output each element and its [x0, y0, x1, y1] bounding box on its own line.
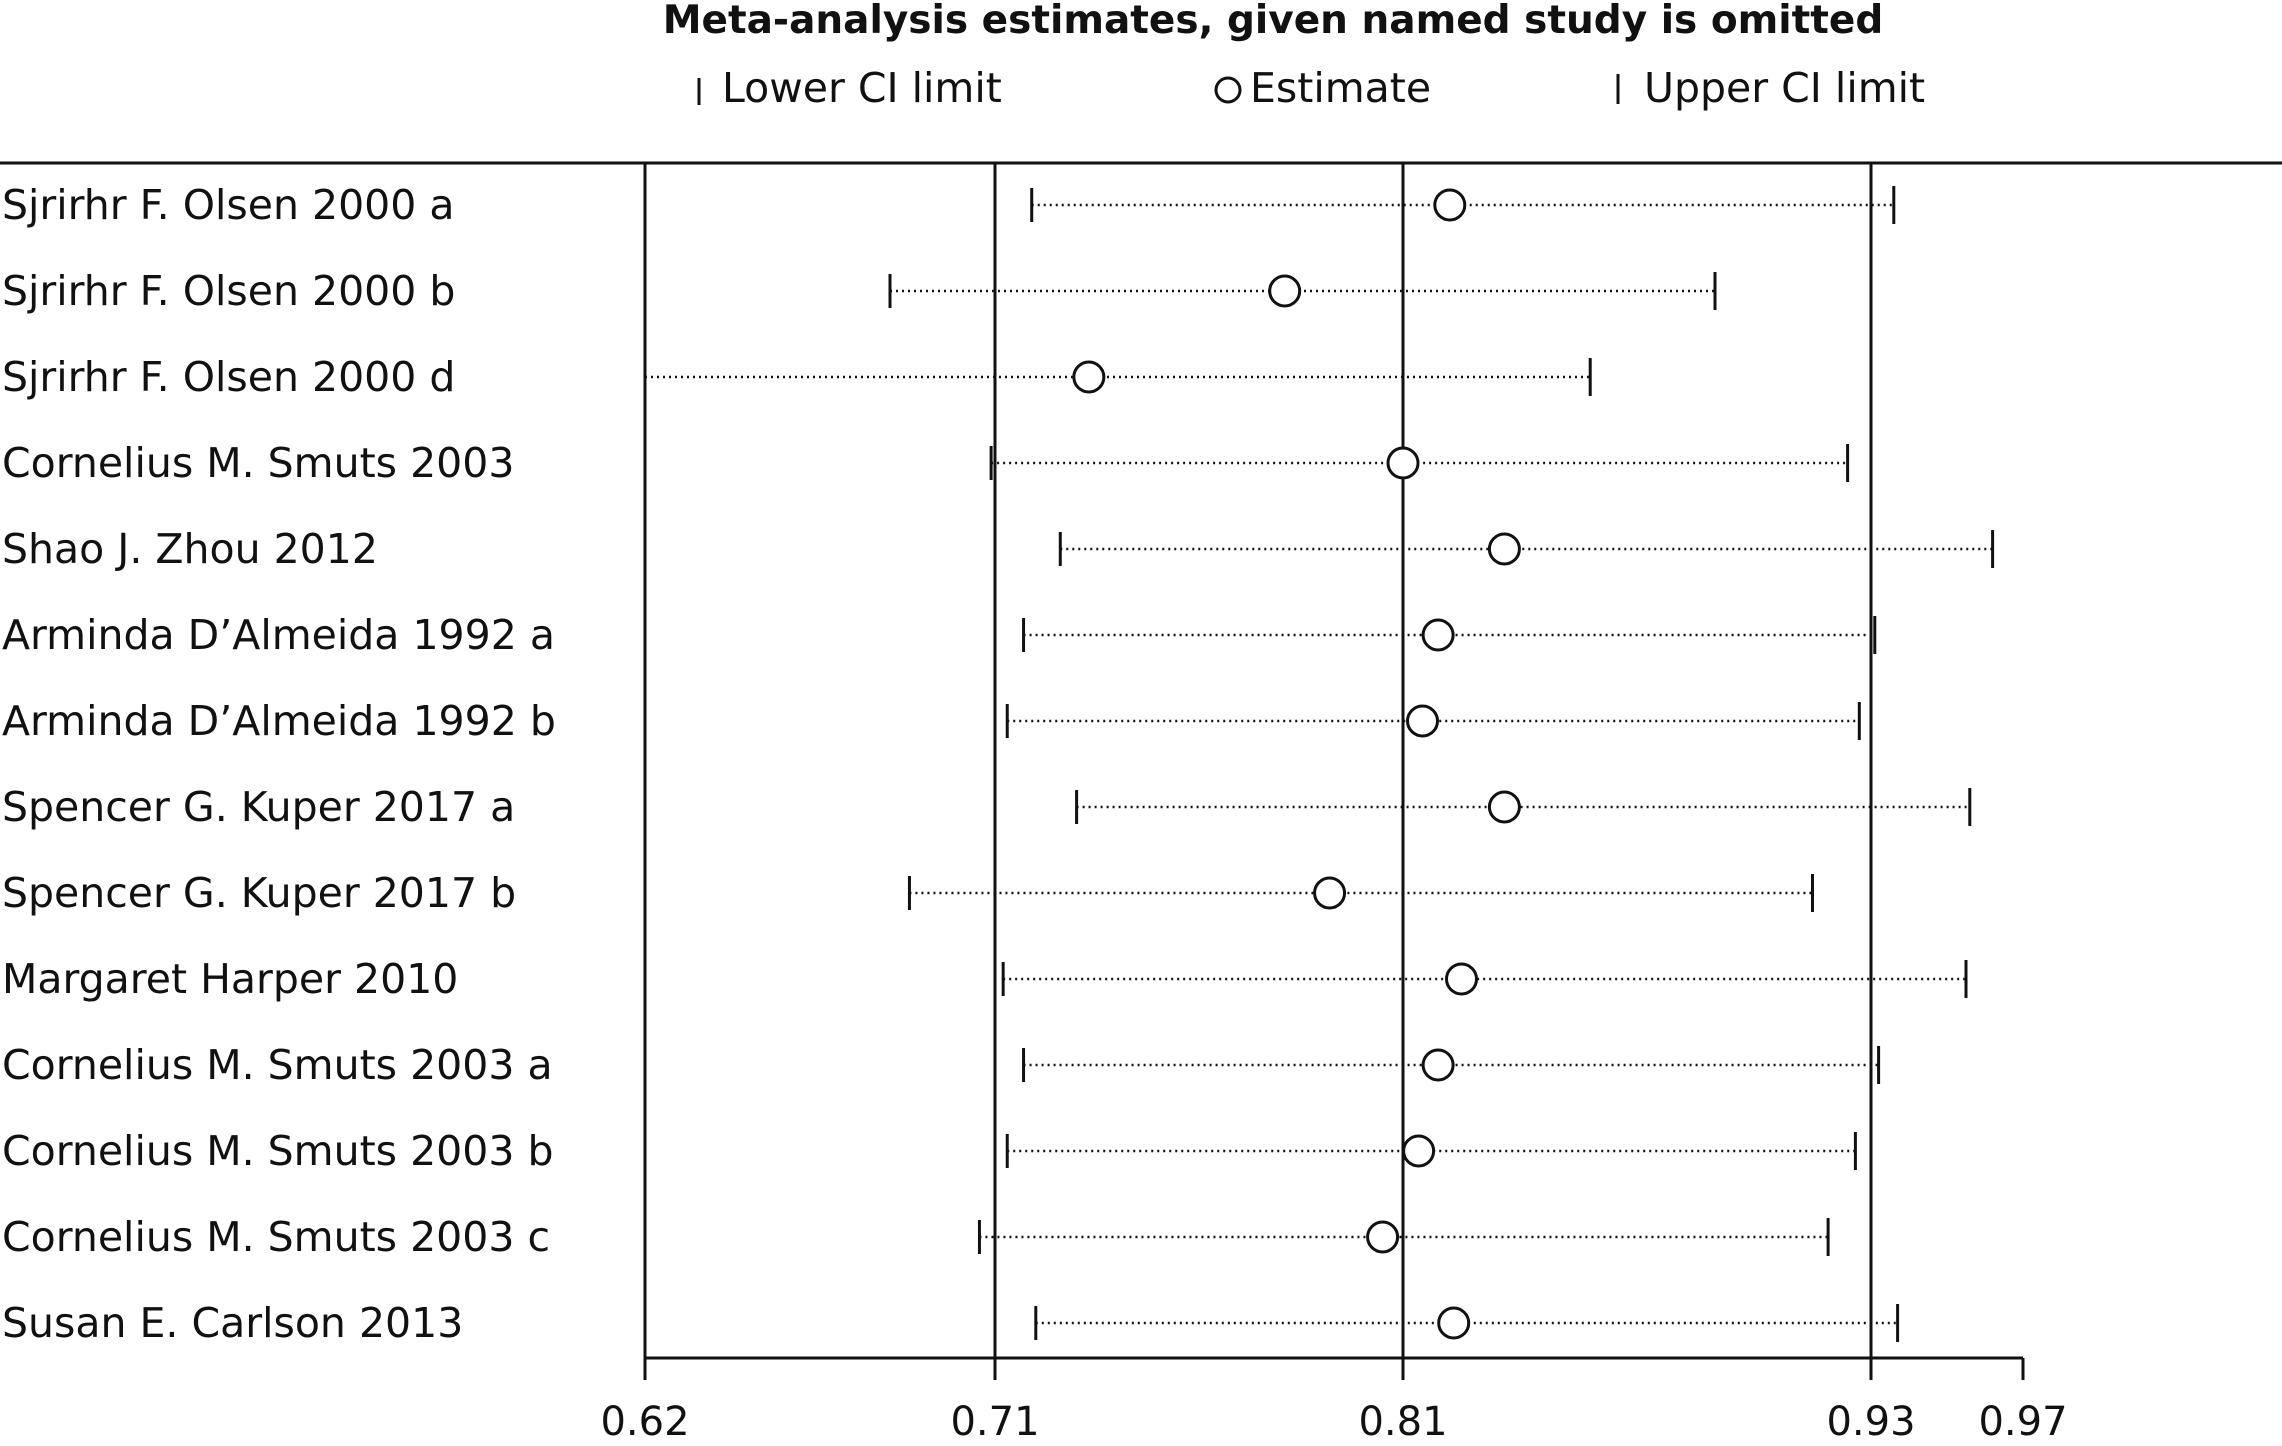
legend: Lower CI limit Estimate Upper CI limit	[697, 64, 1925, 112]
study-label: Margaret Harper 2010	[2, 955, 458, 1003]
study-label: Spencer G. Kuper 2017 a	[2, 783, 515, 831]
study-row: Margaret Harper 2010	[2, 955, 1968, 1003]
study-row: Sjrirhr F. Olsen 2000 d	[2, 353, 1592, 401]
estimate-marker	[1313, 876, 1347, 910]
estimate-marker	[1487, 790, 1521, 824]
chart-title: Meta-analysis estimates, given named stu…	[663, 0, 1884, 43]
study-label: Cornelius M. Smuts 2003	[2, 439, 514, 487]
study-row: Cornelius M. Smuts 2003 a	[2, 1041, 1881, 1089]
study-label: Cornelius M. Smuts 2003 c	[2, 1213, 550, 1261]
study-row: Spencer G. Kuper 2017 a	[2, 783, 1972, 831]
study-row: Arminda D’Almeida 1992 b	[2, 697, 1861, 745]
study-label: Sjrirhr F. Olsen 2000 b	[2, 267, 455, 315]
x-tick-label: 0.81	[1358, 1399, 1447, 1445]
legend-estimate-marker	[1214, 76, 1242, 104]
reference-lines	[643, 163, 1873, 1358]
estimate-marker	[1421, 1048, 1455, 1082]
estimate-marker	[1072, 360, 1106, 394]
legend-upper-label: Upper CI limit	[1644, 64, 1925, 112]
estimate-marker	[1437, 1306, 1471, 1340]
study-rows: Sjrirhr F. Olsen 2000 a Sjrirhr F. Olsen …	[2, 181, 1995, 1347]
study-row: Cornelius M. Smuts 2003	[2, 439, 1850, 487]
study-label: Arminda D’Almeida 1992 b	[2, 697, 556, 745]
estimate-marker	[1402, 1134, 1436, 1168]
x-tick-label: 0.71	[950, 1399, 1039, 1445]
study-label: Cornelius M. Smuts 2003 b	[2, 1127, 553, 1175]
study-label: Shao J. Zhou 2012	[2, 525, 378, 573]
estimate-marker	[1366, 1220, 1400, 1254]
legend-lower-label: Lower CI limit	[722, 64, 1002, 112]
study-row: Cornelius M. Smuts 2003 c	[2, 1213, 1830, 1261]
study-row: Spencer G. Kuper 2017 b	[2, 869, 1814, 917]
study-row: Cornelius M. Smuts 2003 b	[2, 1127, 1857, 1175]
study-row: Shao J. Zhou 2012	[2, 525, 1995, 573]
estimate-marker	[1433, 188, 1467, 222]
study-label: Susan E. Carlson 2013	[2, 1299, 463, 1347]
study-label: Sjrirhr F. Olsen 2000 d	[2, 353, 455, 401]
study-label: Arminda D’Almeida 1992 a	[2, 611, 555, 659]
x-tick-label: 0.62	[600, 1399, 689, 1445]
estimate-marker	[1386, 446, 1420, 480]
estimate-marker	[1487, 532, 1521, 566]
x-tick-label: 0.97	[1978, 1399, 2067, 1445]
x-axis: 0.62 0.71 0.81 0.93 0.97	[600, 1356, 2068, 1445]
study-row: Arminda D’Almeida 1992 a	[2, 611, 1877, 659]
estimate-marker	[1406, 704, 1439, 738]
study-row: Sjrirhr F. Olsen 2000 a	[2, 181, 1896, 229]
study-row: Susan E. Carlson 2013	[2, 1299, 1900, 1347]
estimate-marker	[1421, 618, 1455, 652]
x-tick-label: 0.93	[1826, 1399, 1915, 1445]
legend-estimate-label: Estimate	[1250, 64, 1431, 112]
estimate-marker	[1268, 274, 1302, 308]
estimate-marker	[1445, 962, 1478, 996]
study-row: Sjrirhr F. Olsen 2000 b	[2, 267, 1717, 315]
study-label: Cornelius M. Smuts 2003 a	[2, 1041, 553, 1089]
study-label: Spencer G. Kuper 2017 b	[2, 869, 516, 917]
study-label: Sjrirhr F. Olsen 2000 a	[2, 181, 455, 229]
